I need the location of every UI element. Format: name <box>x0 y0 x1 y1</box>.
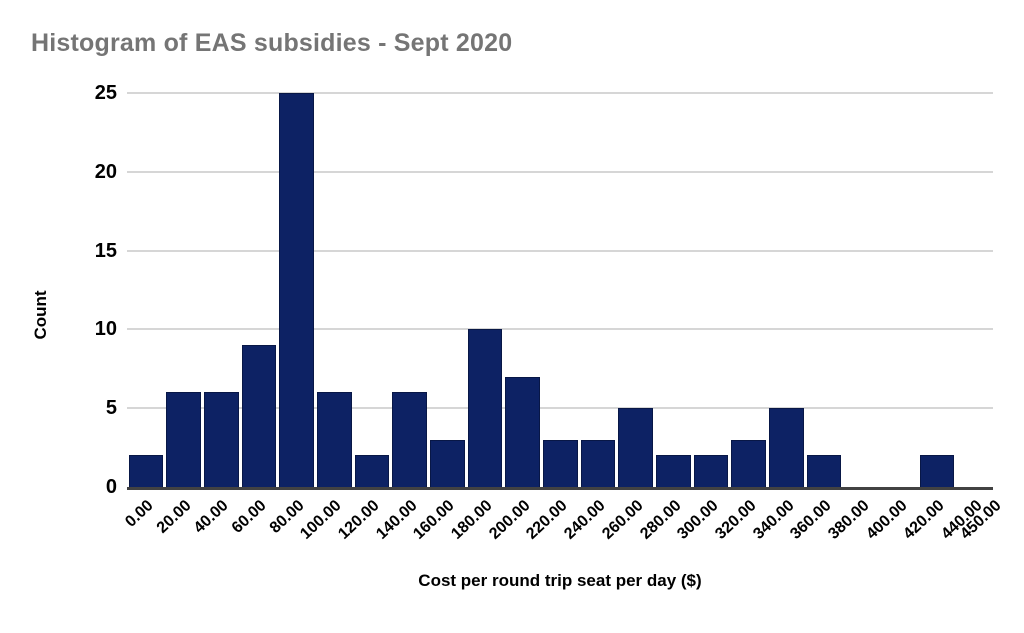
gridline-y-25 <box>127 92 993 94</box>
histogram-bar <box>279 93 314 487</box>
histogram-bar <box>919 455 955 487</box>
y-tick-label: 20 <box>94 160 117 183</box>
plot-area <box>127 92 993 490</box>
histogram-bar <box>241 345 277 487</box>
gridline-y-20 <box>127 170 993 173</box>
y-tick-label: 10 <box>94 318 117 341</box>
histogram-bar <box>656 455 691 487</box>
histogram-bar <box>618 408 653 487</box>
histogram-bar <box>316 392 352 487</box>
x-axis-tick-labels: 0.00 20.00 40.00 60.00 80.00 100.00 120.00 140.… <box>122 487 1004 557</box>
y-tick-label: 25 <box>94 82 117 104</box>
histogram-bar <box>429 439 465 487</box>
histogram-bar <box>203 392 239 487</box>
y-tick-label: 0 <box>105 476 117 498</box>
gridline-y-15 <box>127 249 993 252</box>
histogram-bar <box>806 455 842 487</box>
histogram-bar <box>354 455 390 487</box>
histogram-bar <box>467 329 503 487</box>
gridline-y-10 <box>127 328 993 331</box>
histogram-bar <box>166 392 201 487</box>
histogram-bar <box>580 439 616 487</box>
y-tick-label: 5 <box>105 397 117 420</box>
histogram-bar <box>392 392 427 487</box>
y-axis-tick-labels: 0 5 10 15 20 25 <box>0 82 117 498</box>
histogram-bar <box>769 408 804 487</box>
histogram-bar <box>128 455 164 487</box>
histogram-bar <box>731 439 767 487</box>
gridline-y-5 <box>127 407 993 410</box>
histogram-bar <box>693 455 729 487</box>
y-tick-label: 15 <box>94 239 117 262</box>
x-axis-title: Cost per round trip seat per day ($) <box>418 571 702 590</box>
chart-title: Histogram of EAS subsidies - Sept 2020 <box>31 29 513 57</box>
histogram-bar <box>542 439 578 487</box>
histogram-bar <box>505 376 540 487</box>
